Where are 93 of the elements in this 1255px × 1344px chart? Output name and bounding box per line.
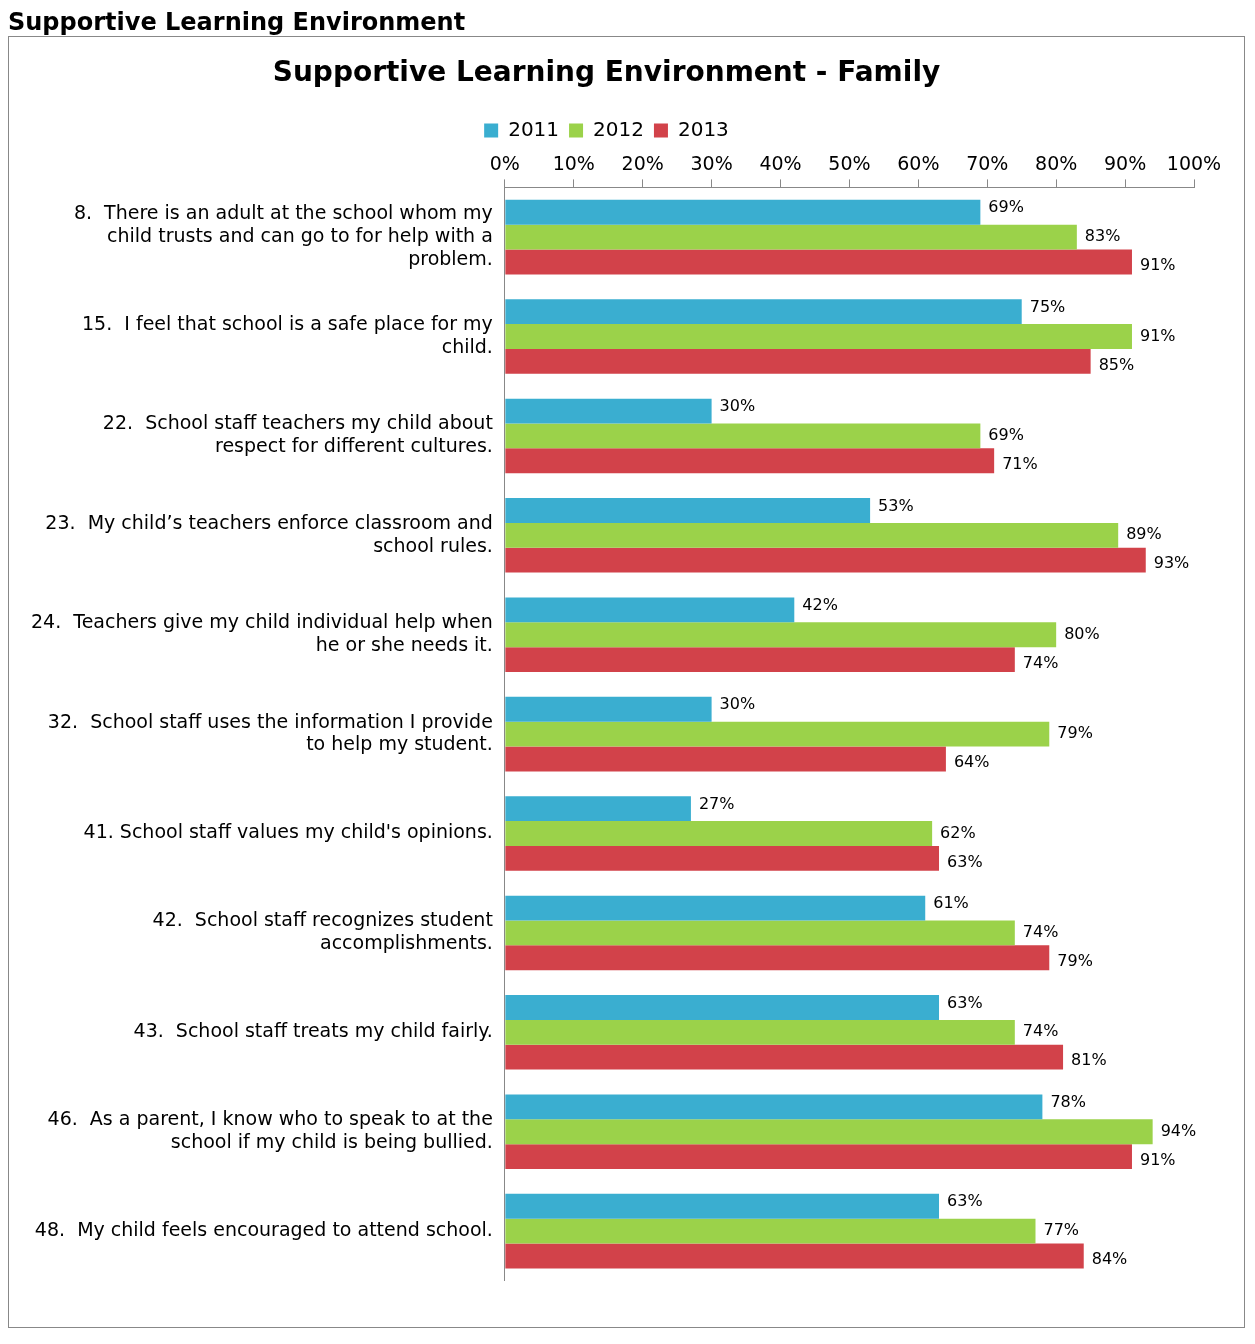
legend-label: 2011: [508, 116, 560, 141]
data-label: 42%: [802, 595, 838, 615]
bar: [505, 746, 946, 772]
y-tick-label: 23. My child’s teachers enforce classroom and school rules.: [45, 510, 493, 556]
bar: [505, 821, 933, 846]
data-label: 74%: [1022, 652, 1059, 672]
chart-title: Supportive Learning Environment - Family: [272, 55, 941, 89]
y-tick-label: 48. My child feels encouraged to attend school.: [34, 1218, 493, 1241]
bar: [505, 845, 940, 871]
bar: [505, 1094, 1043, 1120]
data-label: 80%: [1064, 623, 1100, 643]
data-label: 63%: [947, 851, 983, 871]
text: Supportive Learning Environment: [8, 8, 467, 36]
legend-label: 2012: [593, 116, 644, 141]
data-label: 83%: [1084, 226, 1121, 246]
data-label: 91%: [1139, 325, 1176, 345]
x-tick-label: 30%: [690, 151, 733, 174]
legend-label: 2013: [677, 116, 729, 141]
data-label: 85%: [1098, 354, 1135, 374]
data-label: 84%: [1091, 1249, 1128, 1269]
x-tick-label: 80%: [1035, 151, 1078, 174]
data-label: 71%: [1002, 453, 1038, 473]
bar: [505, 696, 712, 722]
y-tick-label: 22. School staff teachers my child about respect for different cultures.: [102, 411, 493, 457]
x-tick-label: 100%: [1166, 151, 1222, 174]
y-tick-label: 46. As a parent, I know who to speak to at the school if my child is being bullied.: [47, 1107, 493, 1153]
bar: [505, 721, 1050, 747]
y-tick-label: 43. School staff treats my child fairly.: [133, 1019, 493, 1042]
bar: [505, 448, 995, 474]
data-label: 64%: [953, 752, 990, 772]
bar: [505, 995, 940, 1020]
bar: [505, 1019, 1015, 1045]
bar: [505, 498, 871, 523]
x-tick-label: 60%: [897, 151, 940, 174]
bar: [505, 920, 1015, 946]
data-label: 53%: [878, 495, 914, 515]
bar: [505, 1193, 940, 1219]
bar: [505, 1218, 1036, 1244]
data-label: 69%: [988, 197, 1024, 217]
data-label: 61%: [933, 893, 969, 913]
bar: [505, 1243, 1084, 1269]
data-label: 30%: [719, 694, 756, 714]
bar: [505, 796, 691, 822]
x-tick-label: 70%: [966, 151, 1009, 174]
bar: [505, 423, 981, 449]
bar: [505, 324, 1132, 349]
data-label: 63%: [947, 1191, 983, 1211]
y-tick-label: 32. School staff uses the information I provide to help my student.: [47, 709, 493, 755]
data-label: 74%: [1022, 1021, 1059, 1041]
data-label: 69%: [988, 425, 1024, 445]
bar: [505, 348, 1091, 374]
data-label: 77%: [1043, 1220, 1080, 1240]
bar: [505, 622, 1057, 648]
x-tick-label: 40%: [759, 151, 802, 174]
bar: [505, 398, 712, 424]
bar: [505, 597, 795, 623]
data-label: 79%: [1057, 723, 1093, 743]
bar: [505, 522, 1119, 548]
x-tick-label: 90%: [1103, 151, 1147, 174]
data-label: 79%: [1057, 950, 1093, 970]
bar: [505, 945, 1050, 971]
y-tick-label: 15. I feel that school is a safe place for my child.: [82, 312, 493, 357]
data-label: 74%: [1022, 922, 1059, 942]
data-label: 94%: [1160, 1120, 1197, 1140]
bar: [505, 1119, 1153, 1145]
bar: [505, 1044, 1064, 1070]
data-label: 91%: [1139, 1149, 1176, 1169]
bar: [505, 1144, 1132, 1169]
data-label: 91%: [1139, 255, 1176, 275]
y-tick-label: 41. School staff values my child's opinions.: [83, 820, 493, 843]
bar: [505, 647, 1015, 672]
data-label: 62%: [940, 822, 976, 842]
bar: [505, 547, 1146, 573]
bar: [505, 299, 1022, 325]
bar: [505, 224, 1077, 250]
y-tick-label: 24. Teachers give my child individual help when he or she needs it.: [30, 610, 493, 656]
data-label: 75%: [1029, 296, 1066, 316]
x-tick-label: 0%: [489, 151, 520, 174]
x-tick-label: 10%: [552, 151, 595, 174]
bar: [505, 895, 926, 921]
y-tick-label: 42. School staff recognizes student accomplishments.: [152, 908, 493, 954]
data-label: 78%: [1050, 1092, 1086, 1112]
data-label: 89%: [1126, 524, 1162, 544]
x-tick-label: 20%: [621, 151, 664, 174]
data-label: 30%: [719, 396, 756, 416]
data-label: 93%: [1153, 553, 1190, 573]
data-label: 27%: [698, 793, 735, 813]
x-tick-label: 50%: [828, 151, 871, 174]
data-label: 63%: [947, 992, 983, 1012]
data-label: 81%: [1071, 1050, 1107, 1070]
y-tick-label: 8. There is an adult at the school whom my child trusts and can go to for help with a problem.: [73, 201, 493, 269]
bar: [505, 199, 981, 225]
bar: [505, 249, 1132, 275]
